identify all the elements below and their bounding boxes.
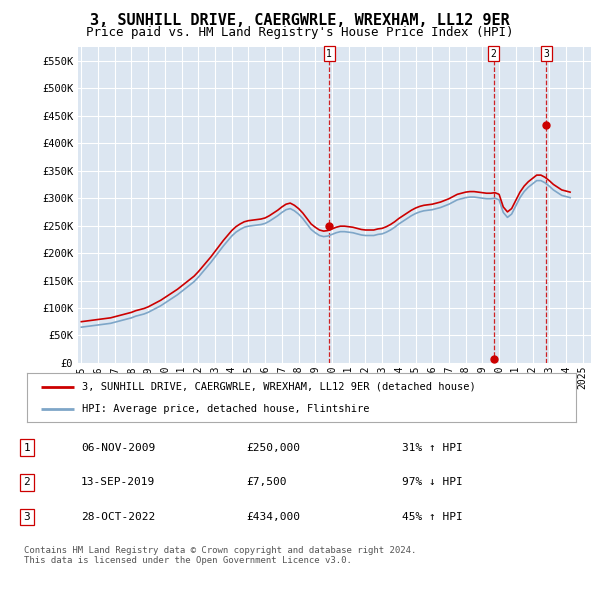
Text: HPI: Average price, detached house, Flintshire: HPI: Average price, detached house, Flin… xyxy=(82,404,370,414)
Text: Contains HM Land Registry data © Crown copyright and database right 2024.
This d: Contains HM Land Registry data © Crown c… xyxy=(24,546,416,565)
Text: 2: 2 xyxy=(491,49,497,59)
Text: 13-SEP-2019: 13-SEP-2019 xyxy=(81,477,155,487)
Point xyxy=(325,221,334,230)
Text: 97% ↓ HPI: 97% ↓ HPI xyxy=(402,477,463,487)
Text: 3, SUNHILL DRIVE, CAERGWRLE, WREXHAM, LL12 9ER (detached house): 3, SUNHILL DRIVE, CAERGWRLE, WREXHAM, LL… xyxy=(82,382,476,392)
Text: 1: 1 xyxy=(23,443,31,453)
Text: 45% ↑ HPI: 45% ↑ HPI xyxy=(402,512,463,522)
Text: £7,500: £7,500 xyxy=(246,477,287,487)
Text: 1: 1 xyxy=(326,49,332,59)
Point xyxy=(542,120,551,129)
Text: 3: 3 xyxy=(544,49,550,59)
Text: 31% ↑ HPI: 31% ↑ HPI xyxy=(402,443,463,453)
Text: 3, SUNHILL DRIVE, CAERGWRLE, WREXHAM, LL12 9ER: 3, SUNHILL DRIVE, CAERGWRLE, WREXHAM, LL… xyxy=(90,13,510,28)
Point xyxy=(489,354,499,363)
Text: £434,000: £434,000 xyxy=(246,512,300,522)
Text: Price paid vs. HM Land Registry's House Price Index (HPI): Price paid vs. HM Land Registry's House … xyxy=(86,26,514,39)
Text: 3: 3 xyxy=(23,512,31,522)
Text: 06-NOV-2009: 06-NOV-2009 xyxy=(81,443,155,453)
Text: £250,000: £250,000 xyxy=(246,443,300,453)
Text: 28-OCT-2022: 28-OCT-2022 xyxy=(81,512,155,522)
Text: 2: 2 xyxy=(23,477,31,487)
